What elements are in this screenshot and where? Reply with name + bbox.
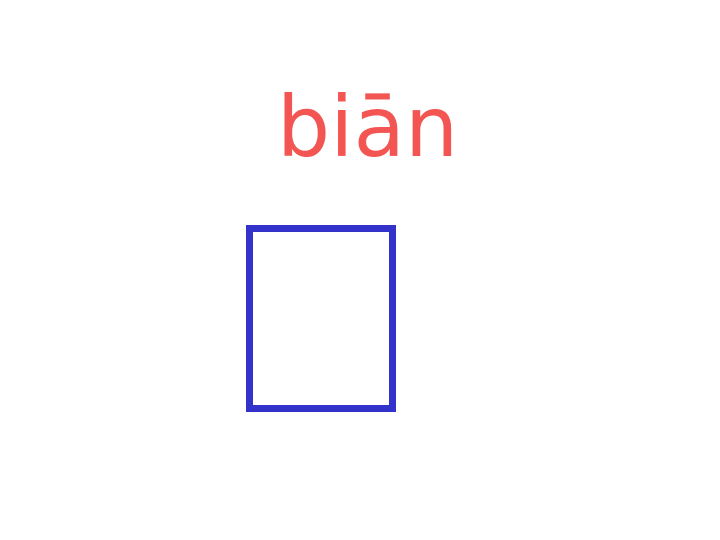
- pinyin-label: biān: [276, 78, 459, 176]
- character-answer-box[interactable]: [246, 225, 396, 412]
